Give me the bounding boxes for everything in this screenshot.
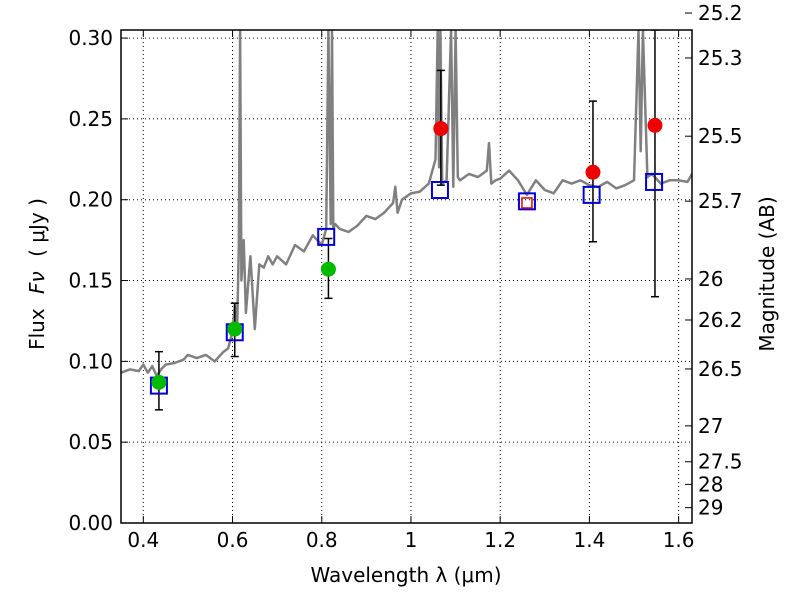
y-tick-label: 0.30 bbox=[68, 26, 113, 50]
x-tick-label: 0.4 bbox=[127, 528, 159, 552]
model-square-marker bbox=[582, 185, 601, 204]
plot-data bbox=[121, 30, 692, 411]
x-axis-title: Wavelength λ (μm) bbox=[310, 563, 501, 587]
observed-point-marker bbox=[227, 321, 243, 337]
mag-tick-label: 27 bbox=[698, 414, 723, 438]
x-tick-label: 1 bbox=[405, 528, 418, 552]
mag-tick-label: 28 bbox=[698, 472, 723, 496]
small-red-square-marker bbox=[521, 197, 533, 209]
y-tick-label: 0.15 bbox=[68, 269, 113, 293]
model-square-marker bbox=[430, 181, 449, 200]
mag-tick-label: 26.5 bbox=[698, 357, 743, 381]
mag-tick-label: 25.7 bbox=[698, 189, 743, 213]
axis-ticks: 0.4 0.6 0.8 1 1.2 1.4 1.6 0.00 0.05 0.10 0.15 0.20 0… bbox=[68, 1, 742, 552]
y2-axis-title: Magnitude (AB) bbox=[755, 196, 779, 351]
x-tick-label: 0.6 bbox=[217, 528, 249, 552]
x-tick-label: 1.4 bbox=[573, 528, 605, 552]
observed-point-marker bbox=[647, 117, 663, 133]
observed-point-marker bbox=[433, 121, 449, 137]
model-square-marker bbox=[645, 172, 664, 191]
observed-point-marker bbox=[151, 374, 167, 390]
x-tick-label: 0.8 bbox=[306, 528, 338, 552]
plot-frame bbox=[120, 29, 693, 524]
model-square-marker bbox=[317, 227, 336, 246]
mag-tick-label: 27.5 bbox=[698, 450, 743, 474]
observed-point-marker bbox=[320, 261, 336, 277]
gridlines bbox=[121, 30, 692, 524]
y-axis-title: Flux Fν ( μJy ) bbox=[25, 198, 49, 350]
y-tick-label: 0.20 bbox=[68, 188, 113, 212]
y-axis-title-prefix: Flux bbox=[25, 308, 49, 350]
mag-tick-label: 25.2 bbox=[698, 1, 743, 25]
y-tick-label: 0.25 bbox=[68, 107, 113, 131]
plot-area bbox=[121, 30, 692, 411]
axes-border bbox=[120, 29, 693, 524]
mag-tick-label: 26.2 bbox=[698, 308, 743, 332]
mag-tick-label: 26 bbox=[698, 267, 723, 291]
x-tick-label: 1.2 bbox=[484, 528, 516, 552]
y-axis-title-symbol: Fν bbox=[25, 271, 49, 294]
model-square-marker bbox=[517, 192, 536, 211]
y-tick-label: 0.10 bbox=[68, 349, 113, 373]
mag-tick-label: 29 bbox=[698, 496, 723, 520]
spectrum-line bbox=[121, 30, 692, 378]
observed-point-marker bbox=[585, 164, 601, 180]
y-axis-title-units: ( μJy ) bbox=[25, 198, 49, 257]
x-tick-label: 1.6 bbox=[663, 528, 695, 552]
y-tick-label: 0.05 bbox=[68, 430, 113, 454]
mag-tick-label: 25.3 bbox=[698, 46, 743, 70]
mag-tick-label: 25.5 bbox=[698, 124, 743, 148]
y-tick-label: 0.00 bbox=[68, 511, 113, 535]
